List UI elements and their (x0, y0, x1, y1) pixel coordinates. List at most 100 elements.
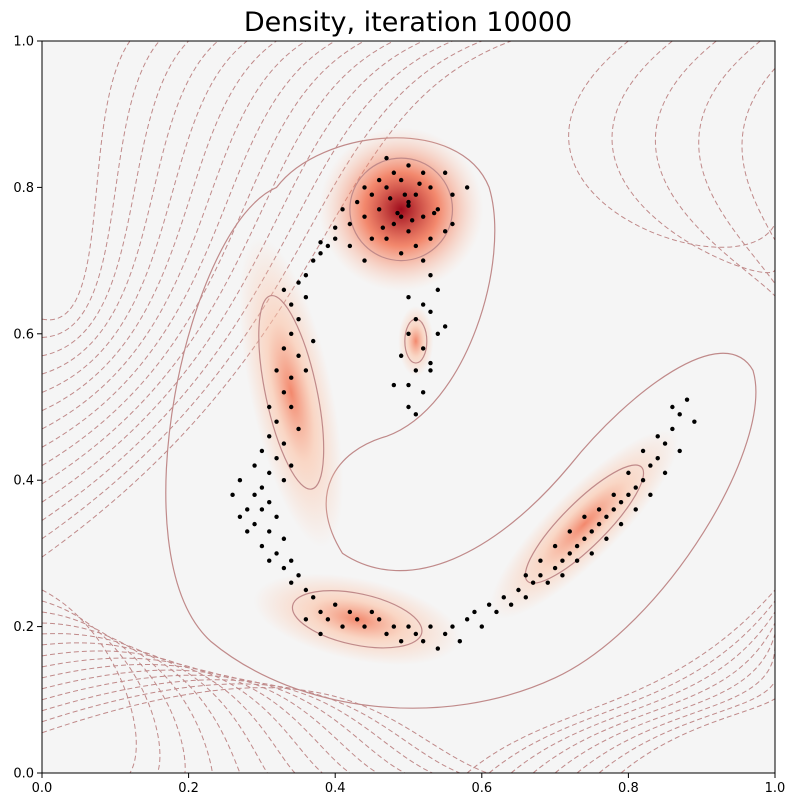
sample-point (574, 543, 580, 549)
sample-point (391, 221, 397, 227)
sample-point (333, 225, 338, 230)
sample-point (420, 170, 426, 175)
sample-point (538, 558, 543, 563)
contour-line-lower-right (510, 611, 775, 773)
sample-point (347, 609, 353, 615)
sample-point (596, 521, 602, 527)
sample-point (538, 573, 543, 578)
sample-point (325, 617, 331, 622)
sample-point (655, 456, 660, 461)
sample-point (442, 170, 448, 175)
sample-point (406, 203, 411, 208)
contour-line-upper-right (775, 41, 795, 795)
sample-point (376, 177, 382, 183)
sample-point (530, 580, 536, 585)
sample-point (333, 602, 338, 607)
sample-point (406, 331, 411, 336)
sample-point (296, 280, 301, 285)
sample-point (303, 587, 309, 593)
sample-point (289, 463, 294, 468)
sample-points (230, 155, 697, 651)
y-tick-label: 0.8 (13, 181, 34, 196)
sample-point (648, 463, 653, 468)
contour-line-lower-left (42, 611, 186, 773)
contour-line-lower-left (42, 657, 323, 773)
sample-point (516, 587, 521, 593)
sample-point (384, 236, 389, 241)
sample-point (289, 404, 294, 410)
sample-point (237, 478, 243, 483)
sample-point (662, 470, 668, 476)
sample-point (303, 295, 309, 300)
sample-point (281, 346, 287, 351)
sample-point (450, 624, 455, 629)
contour-line-lower-right (620, 666, 775, 773)
sample-point (428, 309, 433, 315)
sample-point (245, 529, 250, 534)
sample-point (479, 624, 484, 629)
sample-point (670, 426, 675, 432)
sample-point (289, 558, 294, 563)
sample-point (428, 368, 433, 373)
sample-point (303, 273, 309, 278)
sample-point (252, 492, 257, 498)
sample-point (560, 558, 565, 563)
contour-line-upper-left (42, 41, 424, 503)
contour-line-lower-right (554, 633, 775, 773)
sample-point (545, 580, 550, 585)
sample-point (267, 434, 272, 439)
sample-point (560, 573, 565, 578)
sample-point (420, 302, 426, 307)
x-tick-label: 0.6 (471, 781, 492, 796)
sample-point (413, 368, 419, 373)
contour-line-upper-right (774, 706, 775, 708)
sample-point (435, 287, 441, 293)
sample-point (523, 573, 528, 578)
sample-point (398, 639, 404, 644)
sample-point (611, 492, 616, 498)
sample-point (450, 192, 455, 197)
sample-point (311, 258, 316, 263)
sample-point (684, 397, 690, 402)
plot-area (42, 41, 795, 795)
sample-point (398, 177, 404, 183)
sample-point (618, 499, 624, 505)
sample-point (325, 243, 331, 249)
contour-line-upper-left (42, 41, 336, 448)
sample-point (311, 595, 316, 600)
sample-point (406, 199, 411, 205)
contour-line-upper-right (568, 41, 775, 248)
x-axis: 0.0 0.2 0.4 0.6 0.8 1.0 (32, 773, 785, 796)
contour-line-upper-left (42, 41, 219, 375)
sample-point (409, 218, 415, 223)
sample-point (428, 360, 433, 366)
sample-point (406, 624, 411, 629)
contour-line-upper-left (42, 41, 277, 412)
sample-point (428, 236, 433, 241)
sample-point (354, 199, 360, 205)
sample-point (369, 192, 375, 197)
contour-line-lower-right (532, 622, 775, 773)
plot-frame (41, 40, 776, 774)
x-tick-label: 0.2 (178, 781, 199, 796)
sample-point (464, 617, 470, 622)
chart-title: Density, iteration 10000 (244, 7, 572, 38)
sample-point (289, 375, 294, 380)
sample-point (259, 507, 265, 512)
sample-point (274, 551, 279, 556)
sample-point (347, 243, 353, 249)
sample-point (245, 507, 250, 512)
sample-point (267, 529, 272, 534)
sample-point (413, 316, 419, 322)
sample-point (303, 617, 309, 622)
sample-point (318, 609, 323, 615)
sample-point (494, 609, 499, 615)
sample-point (267, 499, 272, 505)
density-blob (398, 305, 434, 377)
sample-point (384, 631, 389, 637)
sample-point (406, 163, 411, 168)
sample-point (318, 631, 323, 637)
sample-point (420, 214, 426, 219)
sample-point (402, 192, 408, 197)
